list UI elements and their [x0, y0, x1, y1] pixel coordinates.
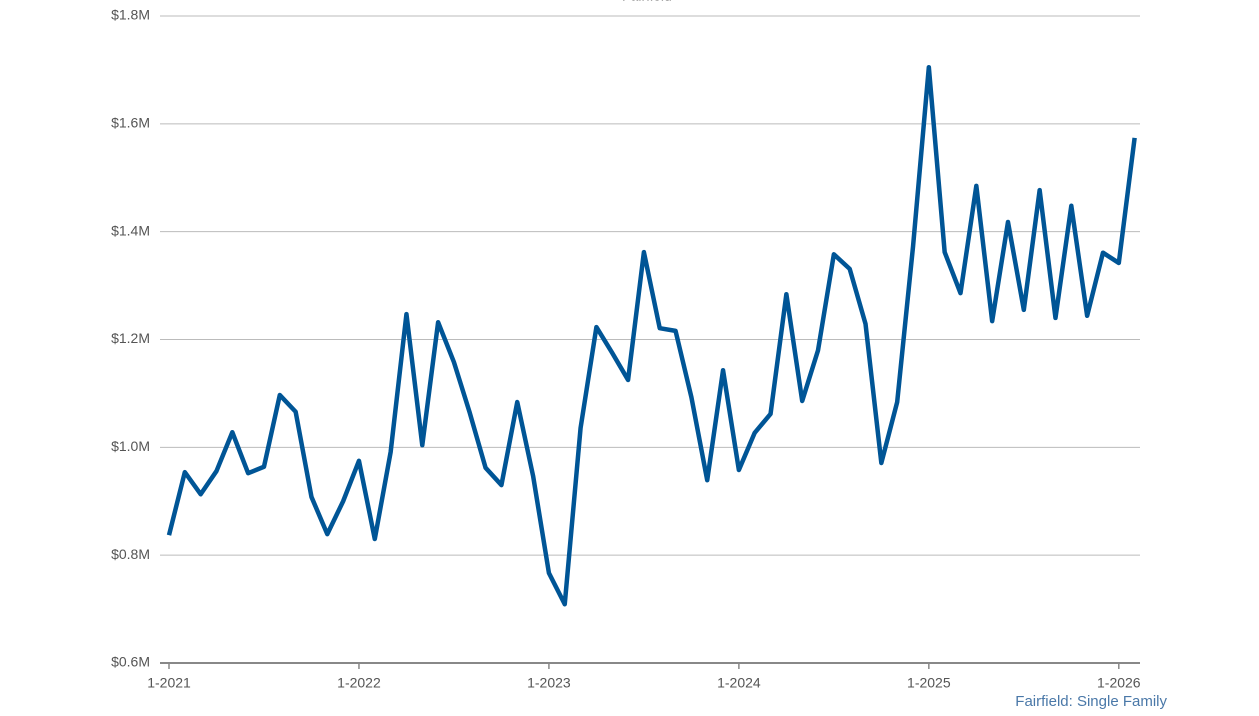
x-tick-label: 1-2025 — [907, 675, 951, 691]
source-note: Fairfield: Single Family — [1015, 693, 1167, 710]
y-tick-label: $0.8M — [111, 546, 150, 562]
y-tick-label: $1.2M — [111, 330, 150, 346]
x-tick-label: 1-2021 — [147, 675, 191, 691]
legend-label: Fairfield — [622, 0, 672, 4]
y-tick-label: $0.6M — [111, 654, 150, 670]
y-tick-label: $1.4M — [111, 222, 150, 238]
series-line — [166, 64, 1137, 607]
y-tick-label: $1.0M — [111, 438, 150, 454]
y-tick-label: $1.8M — [111, 7, 150, 23]
x-tick-label: 1-2026 — [1097, 675, 1141, 691]
x-tick-label: 1-2024 — [717, 675, 761, 691]
x-tick-label: 1-2022 — [337, 675, 381, 691]
x-tick-label: 1-2023 — [527, 675, 571, 691]
y-tick-label: $1.6M — [111, 115, 150, 131]
